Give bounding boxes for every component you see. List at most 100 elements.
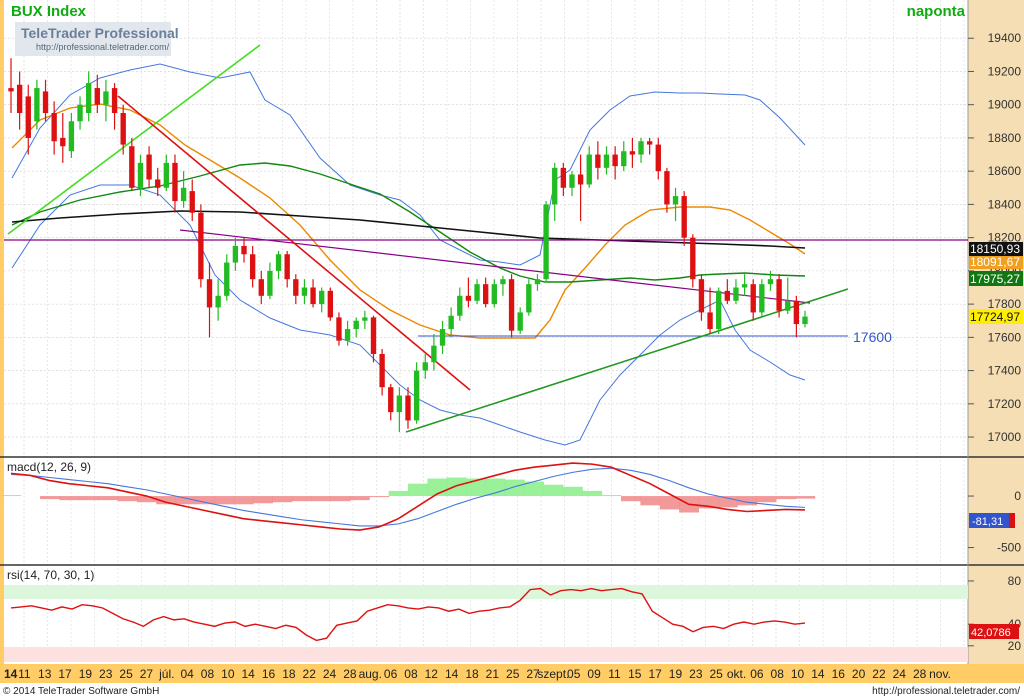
price-tick-label: 17400	[988, 364, 1022, 378]
date-tick-label: 24	[323, 667, 337, 681]
rsi-overbought-zone	[4, 585, 968, 599]
price-label-last-bg	[969, 309, 1023, 324]
candle-body	[508, 279, 515, 331]
candle-body	[379, 353, 385, 388]
date-tick-label: aug.	[359, 667, 382, 681]
candle-body	[146, 154, 152, 180]
date-tick-label: okt.	[727, 667, 746, 681]
candle-body	[698, 279, 705, 313]
candle-body	[301, 287, 308, 296]
candle-body	[621, 151, 627, 167]
candle-body	[388, 387, 394, 413]
date-tick-label: 22	[303, 667, 317, 681]
candle-body	[500, 279, 506, 285]
candle-body	[802, 316, 808, 325]
date-tick-label: 04	[180, 667, 194, 681]
candle-body	[638, 141, 644, 155]
date-tick-label: 27	[526, 667, 540, 681]
macd-histogram-bar	[233, 496, 254, 505]
macd-panel-title: macd(12, 26, 9)	[7, 460, 91, 474]
macd-panel: 0 -500	[1, 462, 1021, 555]
candle-body	[353, 320, 359, 330]
candle-body	[155, 179, 161, 188]
macd-histogram-bar	[466, 478, 486, 497]
candle-body	[180, 187, 187, 202]
macd-histogram-bar	[408, 483, 428, 497]
macd-histogram-bar	[194, 496, 215, 505]
candle-body	[249, 254, 256, 280]
date-tick-label: 19	[669, 667, 683, 681]
date-axis-ticks: 14 11 13 17 19 23 25 27 júl. 04 08 10 14 16 18 22 24 28 au…	[4, 667, 951, 681]
support-level-label: 17600	[853, 329, 892, 345]
candle-body	[534, 279, 541, 285]
candle-body	[362, 317, 368, 321]
candle-body	[526, 284, 532, 313]
price-axis-background	[968, 0, 1024, 664]
date-tick-label: 05	[567, 667, 581, 681]
price-tick-label: 19200	[988, 64, 1022, 78]
candle-body	[431, 345, 437, 363]
date-tick-label: 14	[445, 667, 459, 681]
candle-body	[457, 295, 463, 316]
chart-title: BUX Index	[11, 3, 87, 20]
date-tick-label: szept.	[537, 667, 569, 681]
date-tick-label: 12	[425, 667, 439, 681]
date-tick-label: 11	[18, 667, 31, 681]
macd-histogram-bar	[717, 496, 738, 508]
candle-body	[759, 284, 765, 313]
date-axis-background	[0, 664, 1024, 683]
candle-body	[491, 284, 497, 305]
candle-body	[517, 312, 523, 331]
candle-body	[690, 237, 696, 280]
candle-body	[85, 83, 92, 114]
candle-body	[68, 121, 75, 152]
rsi-tick-label: 80	[1008, 574, 1022, 588]
macd-histogram-bar	[621, 496, 641, 502]
candle-body	[482, 284, 489, 305]
candle-body	[344, 329, 351, 341]
date-tick-label: 17	[648, 667, 662, 681]
macd-tick-label: 0	[1014, 489, 1021, 503]
candle-body	[543, 204, 549, 280]
date-tick-label: 10	[791, 667, 805, 681]
candle-body	[785, 300, 791, 311]
moving-average-long	[11, 210, 806, 249]
candlestick-series	[8, 58, 808, 433]
date-tick-label: 19	[79, 667, 93, 681]
price-tick-label: 17200	[988, 397, 1022, 411]
date-tick-label: 24	[893, 667, 907, 681]
rsi-value-label: 42,0786	[971, 627, 1011, 639]
macd-histogram-bar	[272, 496, 293, 503]
candle-body	[267, 270, 273, 296]
macd-histogram-bar	[40, 496, 60, 500]
price-axis-ticks: 1940019200190001880018600184001820018000…	[968, 31, 1021, 444]
candle-body	[120, 113, 126, 145]
bollinger-upper-band	[11, 63, 806, 266]
macd-histogram-bar	[756, 496, 777, 503]
macd-value-label-accent	[1009, 513, 1015, 528]
date-tick-label: 16	[262, 667, 276, 681]
candle-body	[552, 167, 558, 205]
macd-histogram-bar	[156, 496, 177, 505]
date-tick-label: 23	[99, 667, 113, 681]
macd-histogram-bar	[253, 496, 273, 504]
date-tick-label: 08	[404, 667, 418, 681]
price-label-ma-mid-bg	[969, 271, 1023, 286]
price-label-ma-long-bg	[969, 242, 1023, 256]
rsi-oversold-zone	[4, 647, 968, 662]
macd-histogram-bar	[562, 486, 583, 497]
candle-body	[198, 212, 204, 280]
candle-body	[413, 370, 420, 421]
price-tick-label: 18800	[988, 131, 1022, 145]
price-labels: 18150,93 18091,67 17975,27 17724,97	[969, 242, 1023, 324]
candle-body	[51, 113, 57, 142]
macd-histogram-bar	[601, 495, 622, 497]
candle-body	[681, 196, 687, 238]
candle-body	[258, 279, 264, 296]
candle-body	[206, 279, 213, 308]
candle-body	[293, 279, 299, 296]
date-tick-label: júl.	[158, 667, 174, 681]
date-tick-label: 08	[771, 667, 785, 681]
price-overlays	[4, 44, 968, 446]
